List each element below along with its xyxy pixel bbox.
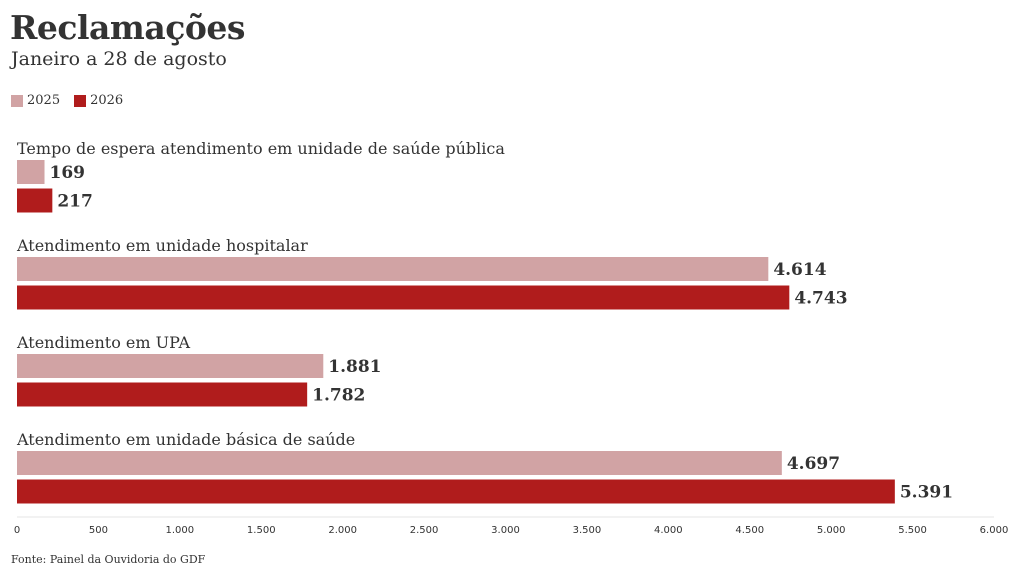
x-tick-label: 4.500 xyxy=(735,525,764,536)
bar xyxy=(17,285,790,310)
x-tick-label: 500 xyxy=(89,525,108,536)
x-tick-label: 3.000 xyxy=(491,525,520,536)
data-label: 217 xyxy=(57,192,93,212)
data-label: 4.614 xyxy=(773,260,826,280)
data-label: 4.743 xyxy=(794,289,847,309)
category-label: Tempo de espera atendimento em unidade d… xyxy=(17,139,505,158)
bar xyxy=(17,451,782,475)
data-label: 169 xyxy=(50,163,85,183)
chart-subtitle: Janeiro a 28 de agosto xyxy=(11,48,227,70)
source-note: Fonte: Painel da Ouvidoria do GDF xyxy=(11,553,206,566)
data-label: 1.881 xyxy=(328,357,381,377)
chart-title: Reclamações xyxy=(10,8,245,47)
bar xyxy=(17,188,53,213)
data-label: 5.391 xyxy=(900,483,953,503)
x-tick-label: 1.000 xyxy=(166,525,195,536)
x-tick-label: 1.500 xyxy=(247,525,276,536)
bar xyxy=(17,257,769,281)
legend-label-2026: 2026 xyxy=(90,93,124,108)
category-label: Atendimento em unidade básica de saúde xyxy=(16,430,355,449)
x-tick-label: 5.500 xyxy=(898,525,927,536)
x-tick-label: 5.000 xyxy=(817,525,846,536)
x-tick-label: 2.000 xyxy=(328,525,357,536)
data-label: 4.697 xyxy=(787,454,840,474)
legend: 2025 2026 xyxy=(11,93,137,108)
legend-swatch-2026 xyxy=(74,94,87,107)
data-label: 1.782 xyxy=(312,386,365,406)
category-label: Atendimento em UPA xyxy=(16,333,190,352)
category-label: Atendimento em unidade hospitalar xyxy=(16,236,308,255)
x-tick-label: 3.500 xyxy=(573,525,602,536)
bar xyxy=(17,160,45,184)
legend-label-2025: 2025 xyxy=(27,93,61,108)
legend-swatch-2025 xyxy=(11,94,23,107)
x-tick-label: 4.000 xyxy=(654,525,683,536)
bar xyxy=(17,479,895,504)
legend-item-2026: 2026 xyxy=(74,93,123,108)
bar xyxy=(17,354,324,378)
x-tick-label: 6.000 xyxy=(980,525,1009,536)
bar xyxy=(17,382,308,407)
x-tick-label: 0 xyxy=(14,525,20,536)
x-tick-label: 2.500 xyxy=(410,525,439,536)
legend-item-2025: 2025 xyxy=(11,93,60,108)
